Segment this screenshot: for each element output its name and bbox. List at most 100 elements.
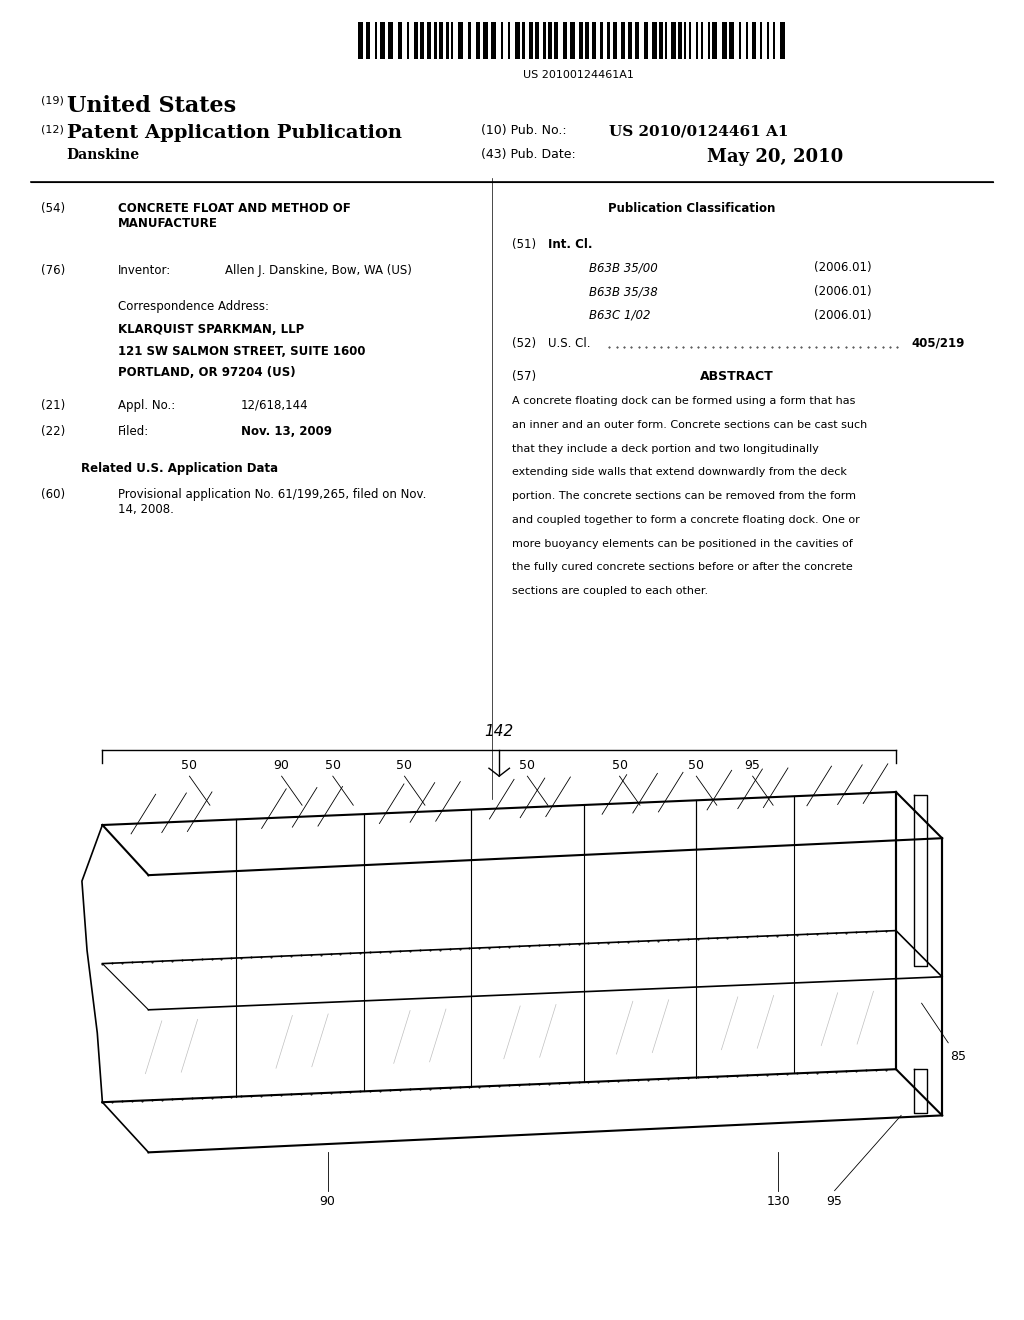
Text: Allen J. Danskine, Bow, WA (US): Allen J. Danskine, Bow, WA (US) bbox=[225, 264, 412, 277]
Bar bbox=[420, 22, 424, 59]
Text: (60): (60) bbox=[41, 488, 66, 502]
Text: (21): (21) bbox=[41, 399, 66, 412]
Bar bbox=[671, 22, 676, 59]
Bar bbox=[549, 22, 552, 59]
Bar bbox=[780, 22, 785, 59]
Text: B63B 35/00: B63B 35/00 bbox=[589, 261, 657, 275]
Bar bbox=[767, 22, 769, 59]
Bar bbox=[408, 22, 410, 59]
Text: U.S. Cl.: U.S. Cl. bbox=[548, 337, 591, 350]
Text: Nov. 13, 2009: Nov. 13, 2009 bbox=[241, 425, 332, 438]
Text: Related U.S. Application Data: Related U.S. Application Data bbox=[81, 462, 278, 475]
Text: 130: 130 bbox=[766, 1195, 791, 1208]
Bar bbox=[522, 22, 524, 59]
Bar bbox=[388, 22, 393, 59]
Text: sections are coupled to each other.: sections are coupled to each other. bbox=[512, 586, 709, 597]
Bar bbox=[678, 22, 682, 59]
Text: B63B 35/38: B63B 35/38 bbox=[589, 285, 657, 298]
Text: 50: 50 bbox=[325, 759, 341, 772]
Text: Provisional application No. 61/199,265, filed on Nov.
14, 2008.: Provisional application No. 61/199,265, … bbox=[118, 488, 426, 516]
Bar bbox=[612, 22, 617, 59]
Bar bbox=[492, 22, 497, 59]
Bar bbox=[508, 22, 511, 59]
Bar bbox=[439, 22, 442, 59]
Bar bbox=[570, 22, 574, 59]
Text: 50: 50 bbox=[396, 759, 413, 772]
Text: portion. The concrete sections can be removed from the form: portion. The concrete sections can be re… bbox=[512, 491, 856, 502]
Text: extending side walls that extend downwardly from the deck: extending side walls that extend downwar… bbox=[512, 467, 847, 478]
Bar bbox=[446, 22, 449, 59]
Text: Publication Classification: Publication Classification bbox=[607, 202, 775, 215]
Text: Int. Cl.: Int. Cl. bbox=[548, 238, 592, 251]
Text: (2006.01): (2006.01) bbox=[814, 285, 871, 298]
Text: (57): (57) bbox=[512, 370, 537, 383]
Text: KLARQUIST SPARKMAN, LLP: KLARQUIST SPARKMAN, LLP bbox=[118, 323, 304, 337]
Bar bbox=[476, 22, 479, 59]
Text: (43) Pub. Date:: (43) Pub. Date: bbox=[481, 148, 577, 161]
Text: 405/219: 405/219 bbox=[911, 337, 965, 350]
Bar bbox=[752, 22, 757, 59]
Text: (51): (51) bbox=[512, 238, 537, 251]
Bar bbox=[515, 22, 520, 59]
Text: (54): (54) bbox=[41, 202, 66, 215]
Bar bbox=[554, 22, 558, 59]
Text: United States: United States bbox=[67, 95, 236, 117]
Bar bbox=[366, 22, 371, 59]
Bar bbox=[606, 22, 610, 59]
Text: 50: 50 bbox=[611, 759, 628, 772]
Bar bbox=[684, 22, 686, 59]
Bar bbox=[621, 22, 625, 59]
Bar bbox=[375, 22, 378, 59]
Bar bbox=[358, 22, 364, 59]
Bar bbox=[745, 22, 749, 59]
Bar bbox=[580, 22, 583, 59]
Bar bbox=[652, 22, 656, 59]
Bar bbox=[665, 22, 668, 59]
Bar bbox=[593, 22, 596, 59]
Text: the fully cured concrete sections before or after the concrete: the fully cured concrete sections before… bbox=[512, 562, 853, 573]
Bar bbox=[708, 22, 710, 59]
Text: more buoyancy elements can be positioned in the cavities of: more buoyancy elements can be positioned… bbox=[512, 539, 853, 549]
Text: 142: 142 bbox=[484, 725, 514, 739]
Bar bbox=[643, 22, 648, 59]
Bar bbox=[380, 22, 385, 59]
Bar bbox=[689, 22, 691, 59]
Bar bbox=[738, 22, 741, 59]
Text: (12): (12) bbox=[41, 124, 63, 135]
Bar bbox=[586, 22, 589, 59]
Text: 90: 90 bbox=[273, 759, 290, 772]
Bar bbox=[628, 22, 632, 59]
Text: that they include a deck portion and two longitudinally: that they include a deck portion and two… bbox=[512, 444, 819, 454]
Bar bbox=[722, 22, 727, 59]
Bar bbox=[529, 22, 534, 59]
Text: Filed:: Filed: bbox=[118, 425, 150, 438]
Bar bbox=[729, 22, 734, 59]
Bar bbox=[773, 22, 775, 59]
Bar bbox=[415, 22, 418, 59]
Bar bbox=[468, 22, 471, 59]
Text: (76): (76) bbox=[41, 264, 66, 277]
Text: CONCRETE FLOAT AND METHOD OF
MANUFACTURE: CONCRETE FLOAT AND METHOD OF MANUFACTURE bbox=[118, 202, 350, 230]
Text: Correspondence Address:: Correspondence Address: bbox=[118, 300, 268, 313]
Text: Patent Application Publication: Patent Application Publication bbox=[67, 124, 401, 143]
Text: 50: 50 bbox=[181, 759, 198, 772]
Bar bbox=[397, 22, 402, 59]
Bar bbox=[696, 22, 698, 59]
Text: 12/618,144: 12/618,144 bbox=[241, 399, 308, 412]
Text: 50: 50 bbox=[688, 759, 705, 772]
Text: (2006.01): (2006.01) bbox=[814, 261, 871, 275]
Bar bbox=[483, 22, 487, 59]
Text: A concrete floating dock can be formed using a form that has: A concrete floating dock can be formed u… bbox=[512, 396, 855, 407]
Text: (22): (22) bbox=[41, 425, 66, 438]
Text: (2006.01): (2006.01) bbox=[814, 309, 871, 322]
Bar bbox=[427, 22, 431, 59]
Text: (10) Pub. No.:: (10) Pub. No.: bbox=[481, 124, 567, 137]
Text: 50: 50 bbox=[519, 759, 536, 772]
Text: (19): (19) bbox=[41, 95, 63, 106]
Bar bbox=[760, 22, 762, 59]
Bar bbox=[635, 22, 639, 59]
Bar bbox=[700, 22, 702, 59]
Bar bbox=[563, 22, 567, 59]
Bar bbox=[536, 22, 539, 59]
Text: May 20, 2010: May 20, 2010 bbox=[707, 148, 843, 166]
